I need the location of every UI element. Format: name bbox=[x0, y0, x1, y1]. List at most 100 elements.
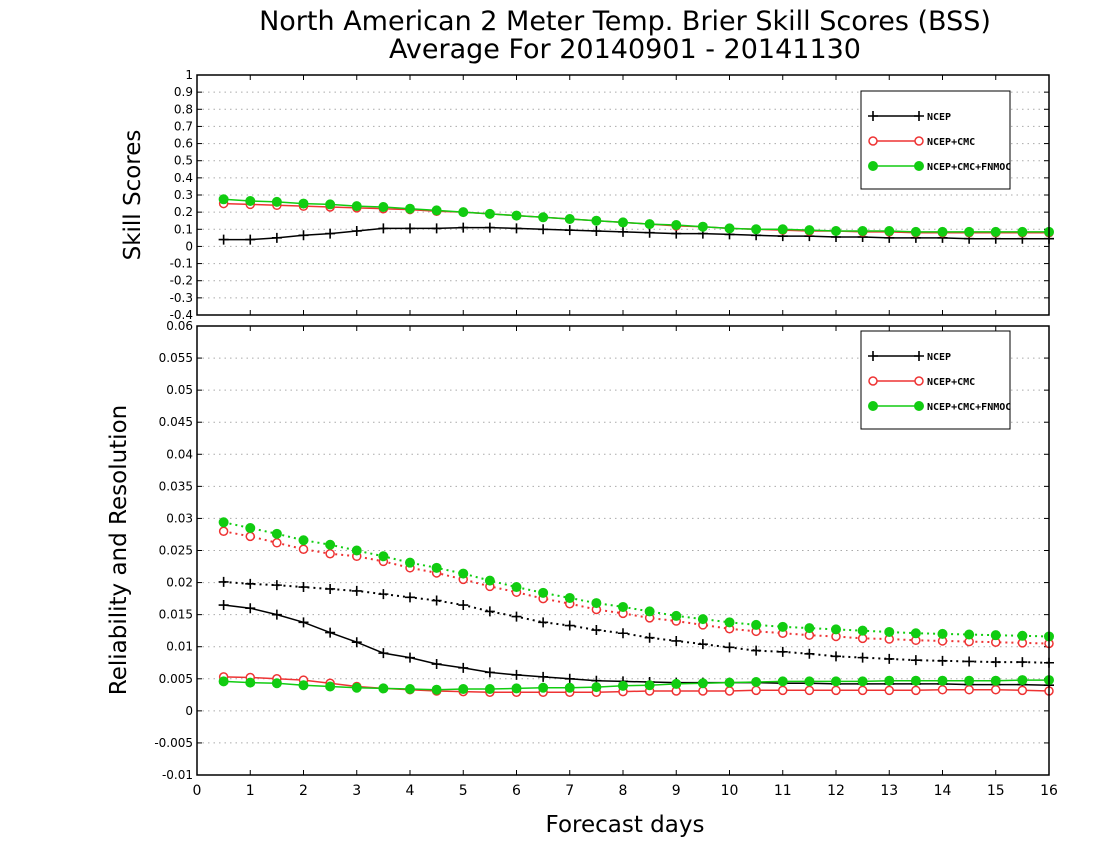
data-point bbox=[751, 645, 762, 656]
data-point bbox=[910, 675, 921, 686]
x-tick-label: 11 bbox=[774, 783, 792, 799]
top-y-tick-label: 0 bbox=[185, 239, 193, 253]
series-line-NCEP-resolution bbox=[223, 580, 1050, 664]
data-point bbox=[937, 628, 948, 639]
data-point bbox=[857, 625, 868, 636]
bottom-y-tick-label: -0.01 bbox=[162, 768, 193, 782]
data-point bbox=[378, 223, 389, 234]
data-point bbox=[724, 223, 735, 234]
x-tick-label: 2 bbox=[299, 783, 308, 799]
data-point bbox=[831, 676, 841, 687]
data-point bbox=[271, 678, 282, 689]
bottom-y-tick-label: 0.005 bbox=[159, 672, 193, 686]
data-point bbox=[831, 226, 841, 236]
data-point bbox=[271, 609, 282, 620]
x-tick-label: 16 bbox=[1040, 783, 1058, 799]
data-point bbox=[777, 676, 788, 687]
x-tick-label: 10 bbox=[721, 783, 739, 799]
data-point bbox=[298, 230, 309, 241]
data-point bbox=[911, 685, 921, 696]
x-tick-label: 1 bbox=[246, 783, 255, 799]
bottom-legend: NCEP NCEP+CMC NCEP+CMC+FNMOC bbox=[860, 330, 1011, 430]
legend-marker bbox=[914, 351, 924, 361]
data-point bbox=[245, 234, 256, 245]
data-point bbox=[298, 535, 309, 546]
legend-label: NCEP+CMC bbox=[927, 377, 975, 388]
data-point bbox=[804, 648, 815, 659]
data-point bbox=[724, 642, 735, 653]
data-point bbox=[325, 228, 336, 239]
data-point bbox=[511, 611, 522, 622]
data-point bbox=[857, 676, 868, 687]
bottom-y-tick-label: 0.055 bbox=[159, 351, 193, 365]
legend-label: NCEP bbox=[927, 352, 951, 363]
data-point bbox=[511, 669, 522, 680]
series-line-NCEP bbox=[223, 226, 1049, 241]
x-tick-label: 12 bbox=[827, 783, 845, 799]
data-point bbox=[777, 646, 788, 657]
legend-marker bbox=[914, 376, 924, 386]
top-y-tick-label: 0.5 bbox=[174, 154, 193, 168]
data-point bbox=[937, 226, 948, 237]
data-point bbox=[458, 207, 469, 218]
x-tick-label: 14 bbox=[934, 783, 952, 799]
data-point bbox=[351, 585, 362, 596]
data-point bbox=[298, 198, 309, 209]
bottom-y-tick-label: 0.045 bbox=[159, 415, 193, 429]
data-point bbox=[431, 684, 442, 695]
data-point bbox=[591, 682, 602, 693]
data-point bbox=[777, 621, 788, 632]
data-point bbox=[857, 652, 868, 663]
data-point bbox=[884, 675, 895, 686]
data-point bbox=[884, 626, 895, 637]
bottom-y-tick-label: 0.06 bbox=[166, 319, 193, 333]
top-legend: NCEP NCEP+CMC NCEP+CMC+FNMOC bbox=[860, 90, 1011, 190]
data-point bbox=[990, 226, 1001, 237]
top-y-tick-label: 0.7 bbox=[174, 119, 193, 133]
legend-marker bbox=[868, 111, 878, 121]
data-point bbox=[804, 623, 815, 634]
x-tick-label: 15 bbox=[987, 783, 1005, 799]
series-line-NCEP+CMC-resolution bbox=[223, 530, 1050, 645]
data-point bbox=[298, 582, 309, 593]
data-point bbox=[964, 675, 975, 686]
data-point bbox=[910, 628, 921, 639]
data-point bbox=[644, 219, 655, 230]
top-y-tick-label: 0.9 bbox=[174, 85, 193, 99]
data-point bbox=[511, 210, 522, 221]
data-point bbox=[351, 682, 362, 693]
data-point bbox=[511, 223, 522, 234]
x-tick-label: 8 bbox=[619, 783, 628, 799]
legend-marker bbox=[868, 351, 878, 361]
data-point bbox=[298, 680, 309, 691]
x-tick-label: 7 bbox=[565, 783, 574, 799]
data-point bbox=[804, 676, 815, 687]
series-line-NCEP+CMC+FNMOC-resolution bbox=[223, 521, 1050, 638]
top-y-tick-label: 1 bbox=[185, 68, 193, 82]
data-point bbox=[431, 562, 442, 573]
data-point bbox=[484, 667, 495, 678]
chart-title-line1: North American 2 Meter Temp. Brier Skill… bbox=[259, 6, 991, 37]
top-y-tick-label: 0.4 bbox=[174, 171, 193, 185]
data-point bbox=[564, 620, 575, 631]
data-point bbox=[484, 208, 495, 219]
bottom-y-tick-label: 0.05 bbox=[166, 383, 193, 397]
bottom-legend-box bbox=[860, 330, 1011, 430]
legend-marker bbox=[914, 136, 924, 146]
legend-label: NCEP bbox=[927, 112, 951, 123]
legend-marker bbox=[914, 111, 924, 121]
data-point bbox=[644, 606, 655, 617]
data-point bbox=[671, 678, 682, 689]
data-point bbox=[271, 528, 282, 539]
data-point bbox=[778, 685, 788, 696]
data-point bbox=[351, 201, 362, 212]
data-point bbox=[484, 684, 495, 695]
data-point bbox=[538, 617, 549, 628]
data-point bbox=[644, 680, 655, 691]
top-y-tick-label: 0.1 bbox=[174, 222, 193, 236]
data-point bbox=[618, 628, 628, 639]
data-point bbox=[697, 639, 708, 650]
top-y-axis-label: Skill Scores bbox=[120, 130, 146, 261]
data-point bbox=[272, 538, 282, 548]
